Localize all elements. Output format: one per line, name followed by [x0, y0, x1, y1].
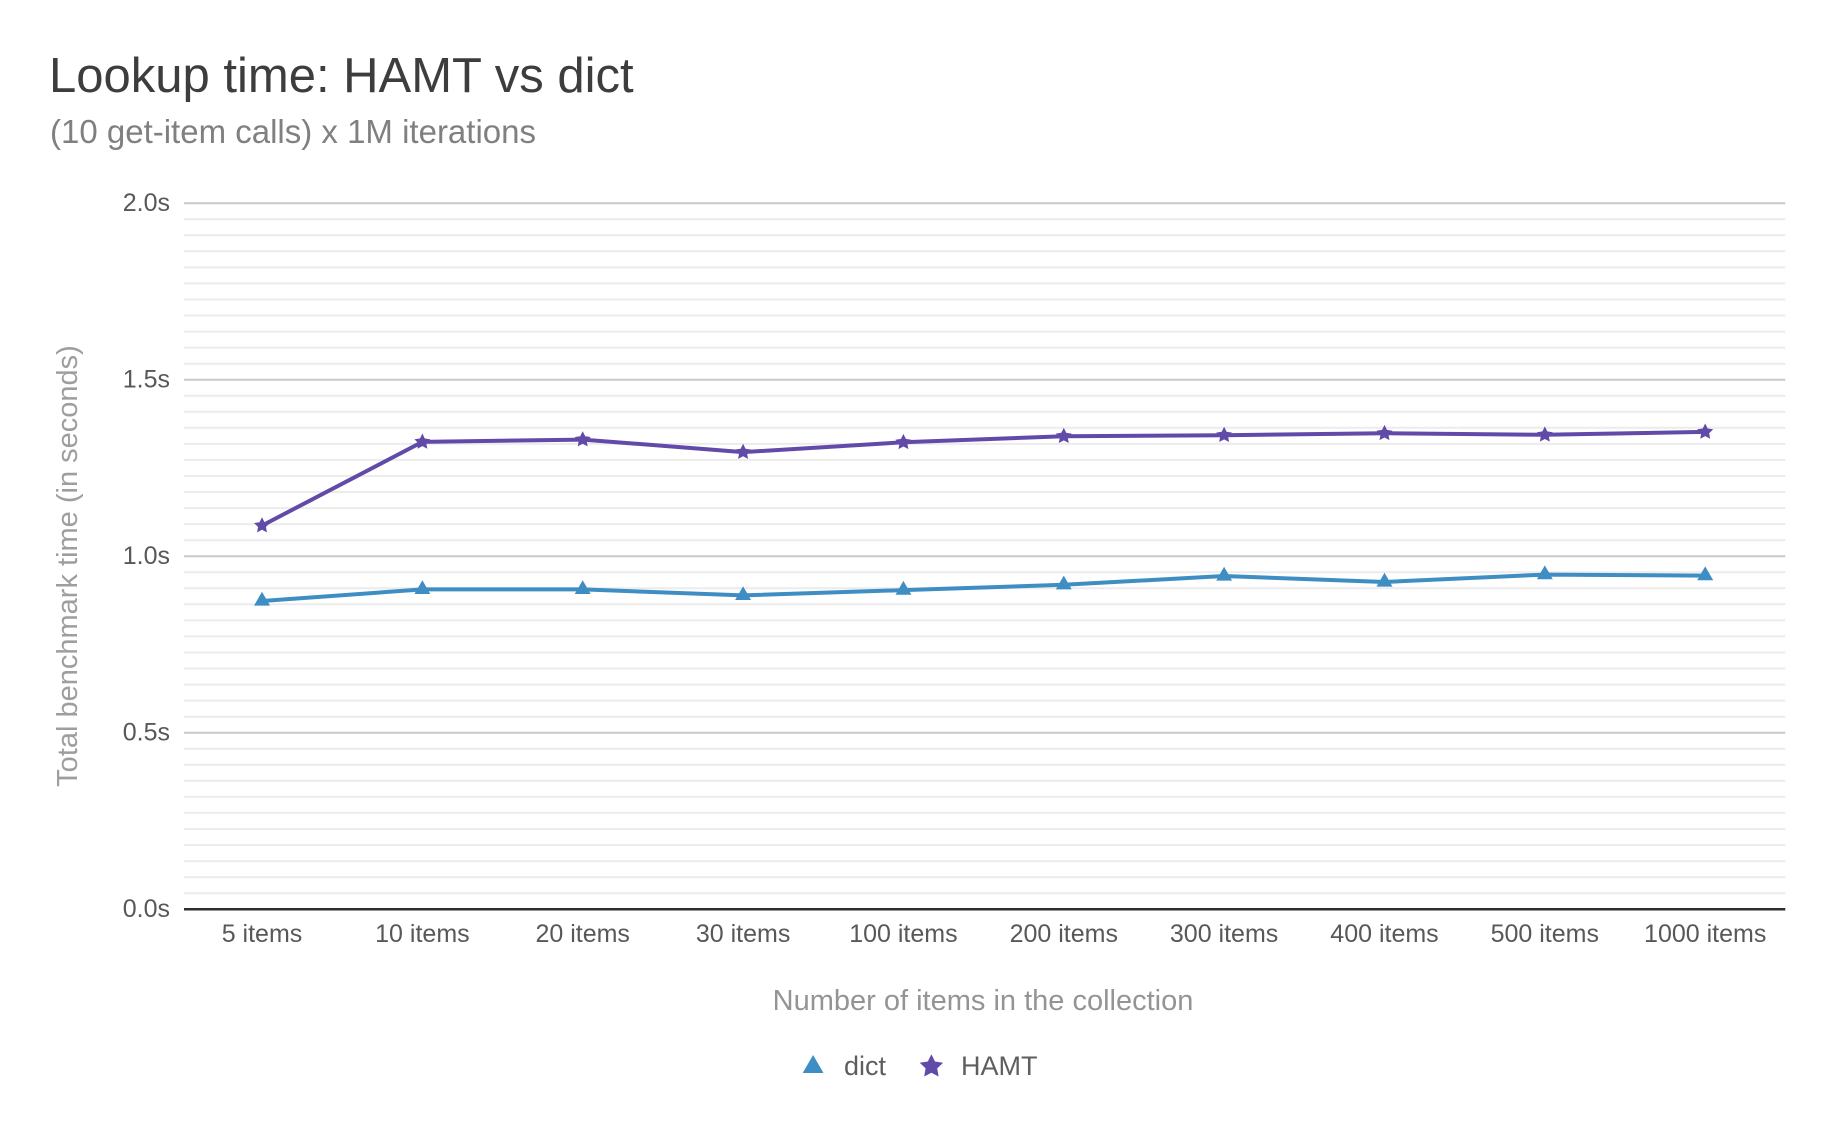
- svg-text:0.0s: 0.0s: [123, 895, 170, 923]
- svg-text:500 items: 500 items: [1491, 920, 1599, 948]
- svg-text:1.5s: 1.5s: [123, 366, 170, 394]
- svg-text:20 items: 20 items: [535, 920, 629, 948]
- svg-text:2.0s: 2.0s: [123, 189, 170, 217]
- svg-text:100 items: 100 items: [849, 920, 957, 948]
- svg-text:HAMT: HAMT: [961, 1051, 1038, 1081]
- svg-text:1000 items: 1000 items: [1644, 920, 1766, 948]
- svg-text:0.5s: 0.5s: [123, 719, 170, 747]
- svg-text:Lookup time: HAMT vs dict: Lookup time: HAMT vs dict: [49, 49, 634, 103]
- svg-text:(10 get-item calls) x 1M itera: (10 get-item calls) x 1M iterations: [50, 113, 536, 150]
- svg-text:10 items: 10 items: [375, 920, 469, 948]
- svg-text:300 items: 300 items: [1170, 920, 1278, 948]
- svg-text:400 items: 400 items: [1330, 920, 1438, 948]
- svg-text:30 items: 30 items: [696, 920, 790, 948]
- svg-text:dict: dict: [844, 1051, 887, 1081]
- svg-text:Total benchmark time (in secon: Total benchmark time (in seconds): [52, 345, 84, 787]
- svg-text:Number of items in the collect: Number of items in the collection: [773, 985, 1194, 1017]
- svg-text:200 items: 200 items: [1010, 920, 1118, 948]
- svg-text:5 items: 5 items: [222, 920, 303, 948]
- svg-text:1.0s: 1.0s: [123, 542, 170, 570]
